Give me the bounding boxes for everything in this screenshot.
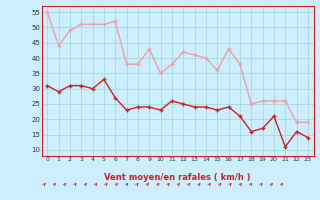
X-axis label: Vent moyen/en rafales ( km/h ): Vent moyen/en rafales ( km/h ) [104,174,251,182]
